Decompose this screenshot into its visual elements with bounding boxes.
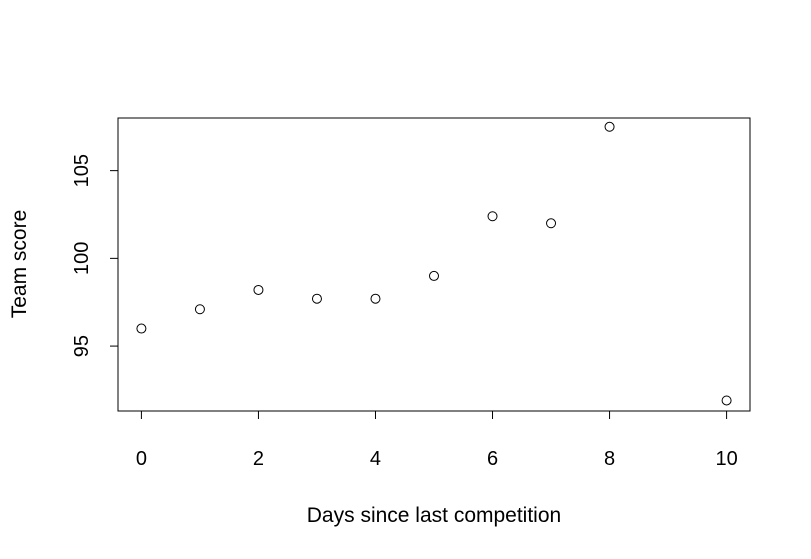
data-point [136,323,147,334]
x-tick-label: 2 [253,448,264,470]
x-tick-label: 8 [604,448,615,470]
data-point [546,218,557,229]
x-axis-title: Days since last competition [307,504,561,527]
y-tick-label: 95 [71,335,93,357]
y-tick-label: 105 [71,154,93,187]
x-tick-label: 0 [136,448,147,470]
y-axis-title: Team score [8,210,31,319]
data-point [194,304,205,315]
x-tick-label: 4 [370,448,381,470]
data-point [604,121,615,132]
data-point [721,395,732,406]
x-tick-label: 6 [487,448,498,470]
x-tick-label: 10 [715,448,737,470]
x-axis: 0 2 4 6 8 10 [136,410,738,470]
y-axis: 95 100 105 [71,154,119,357]
data-points [136,121,732,406]
data-point [253,284,264,295]
data-point [429,270,439,281]
data-point [487,211,498,222]
data-point [311,293,322,304]
y-tick-label: 100 [71,242,93,275]
data-point [370,293,381,304]
plot-frame [117,117,751,412]
